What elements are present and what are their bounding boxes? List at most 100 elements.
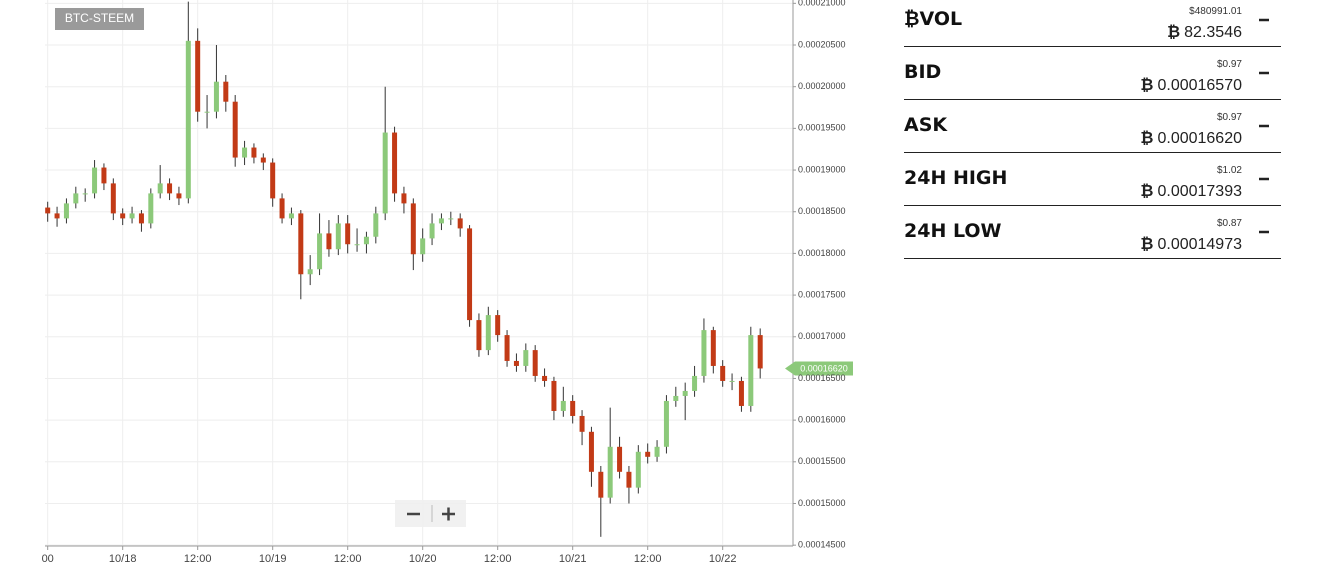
zoom-out-button[interactable] (398, 502, 429, 525)
candle-body (401, 193, 407, 204)
last-price-label: 0.00016620 (800, 363, 848, 373)
candle-body (467, 228, 473, 321)
collapse-button[interactable] (1259, 115, 1269, 136)
stat-btc: ₿ 0.00016570 (1140, 75, 1242, 95)
candle-body (45, 207, 51, 214)
x-tick-label: 12:00 (484, 553, 512, 565)
candle-body (617, 446, 623, 472)
x-tick-label: 00 (42, 553, 54, 565)
candle-body (532, 350, 538, 376)
candle-body (485, 315, 491, 351)
x-tick-label: 10/20 (409, 553, 437, 565)
candle-body (204, 111, 210, 113)
stat-btc-value: 0.00016620 (1157, 130, 1242, 147)
candle-body (120, 213, 126, 219)
chart: BTC-STEEM 0.00016620 0.00014500 0.0001500… (42, 0, 853, 565)
stats-panel: ₿VOL $480991.01 ₿ 82.3546 BID $0.97 ₿ 0.0001657… (904, 0, 1281, 270)
stat-btc: ₿ 0.00017393 (1140, 181, 1242, 201)
candle-body (701, 330, 707, 376)
candle-body (63, 203, 69, 219)
candle-body (523, 350, 529, 366)
candle-body (148, 193, 154, 224)
candle-body (373, 213, 379, 237)
candle-body (710, 330, 716, 366)
y-tick-label: 0.00017500 (798, 289, 846, 299)
stat-label: 24H HIGH (904, 167, 1008, 189)
y-tick-label: 0.00018000 (798, 248, 846, 258)
y-tick-label: 0.00017000 (798, 331, 846, 341)
candle-body (354, 244, 360, 246)
stat-btc: ₿ 82.3546 (1167, 22, 1242, 42)
candle-body (110, 183, 116, 214)
stat-label: BID (904, 61, 942, 83)
candle-body (410, 203, 416, 255)
candle-body (185, 40, 191, 199)
collapse-button[interactable] (1259, 168, 1269, 189)
collapse-button[interactable] (1259, 62, 1269, 83)
stat-btc: ₿ 0.00016620 (1140, 128, 1242, 148)
collapse-button[interactable] (1259, 9, 1269, 30)
candle-body (598, 471, 604, 498)
x-tick-label: 12:00 (634, 553, 662, 565)
candle-body (279, 198, 285, 219)
candle-body (195, 40, 201, 112)
candle-body (748, 335, 754, 406)
x-tick-label: 10/19 (259, 553, 287, 565)
candle-body (551, 380, 557, 411)
stat-row: 24H HIGH $1.02 ₿ 0.00017393 (904, 153, 1281, 206)
candle-body (663, 400, 669, 447)
y-tick-label: 0.00016000 (798, 415, 846, 425)
currency-symbol: ₿ (1167, 22, 1181, 41)
candle-body (82, 193, 88, 195)
candle-body (288, 213, 294, 219)
candle-body (438, 218, 444, 224)
collapse-button[interactable] (1259, 221, 1269, 242)
grid (45, 0, 793, 546)
candle-body (588, 431, 594, 472)
candle-body (513, 360, 519, 366)
stat-usd: $0.97 (1216, 59, 1242, 70)
candle-body (635, 451, 641, 488)
candle-body (138, 213, 144, 224)
y-tick-label: 0.00018500 (798, 206, 846, 216)
stat-btc: ₿ 0.00014973 (1140, 234, 1242, 254)
x-tick-label: 10/18 (109, 553, 137, 565)
currency-symbol: ₿ (1140, 181, 1154, 200)
candle-body (504, 335, 510, 361)
candle-body (260, 157, 266, 163)
stat-btc-value: 0.00016570 (1157, 77, 1242, 94)
y-tick-label: 0.00014500 (798, 540, 846, 550)
y-tick-label: 0.00019000 (798, 164, 846, 174)
candle-body (345, 223, 351, 245)
candle-body (54, 213, 60, 219)
candle-body (720, 365, 726, 381)
candle-body (326, 233, 332, 250)
candle-body (157, 183, 163, 194)
x-tick-label: 10/22 (709, 553, 737, 565)
candle-body (317, 233, 323, 270)
candle-body (757, 335, 763, 369)
candle-body (335, 223, 341, 250)
stat-row: 24H LOW $0.87 ₿ 0.00014973 (904, 206, 1281, 259)
candle-body (654, 446, 660, 457)
stat-label: ASK (904, 114, 948, 136)
candle-body (560, 400, 566, 411)
candle-body (363, 236, 369, 245)
candle-body (682, 390, 688, 396)
candle-body (607, 446, 613, 498)
stat-row: ₿VOL $480991.01 ₿ 82.3546 (904, 0, 1281, 47)
zoom-in-button[interactable] (434, 502, 464, 525)
candle-body (232, 101, 238, 158)
y-tick-label: 0.00015500 (798, 456, 846, 466)
candle-body (251, 147, 257, 158)
currency-symbol: ₿ (1140, 75, 1154, 94)
candle-body (176, 193, 182, 199)
candle-body (167, 183, 173, 194)
candle-body (738, 380, 744, 406)
y-tick-label: 0.00019500 (798, 123, 846, 133)
candle-body (645, 451, 651, 457)
candle-body (382, 132, 388, 214)
candle-body (270, 162, 276, 199)
candle-body (495, 315, 501, 336)
y-tick-label: 0.00021000 (798, 0, 846, 8)
